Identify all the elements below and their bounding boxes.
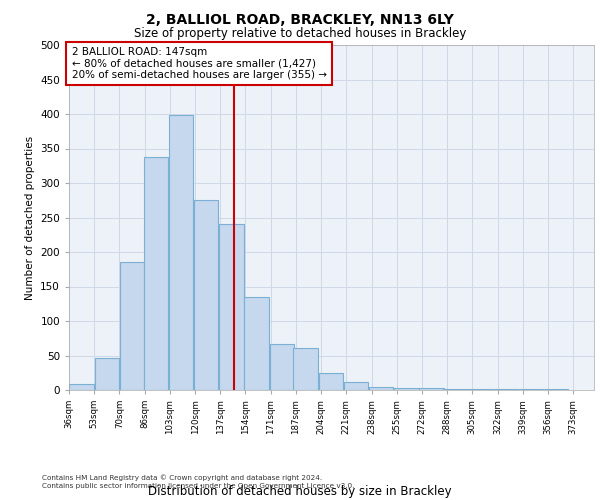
Bar	[394, 388, 419, 390]
Bar	[70, 384, 94, 390]
Text: Contains HM Land Registry data © Crown copyright and database right 2024.: Contains HM Land Registry data © Crown c…	[42, 474, 322, 481]
Text: 2 BALLIOL ROAD: 147sqm
← 80% of detached houses are smaller (1,427)
20% of semi-: 2 BALLIOL ROAD: 147sqm ← 80% of detached…	[71, 46, 326, 80]
Text: Distribution of detached houses by size in Brackley: Distribution of detached houses by size …	[148, 484, 452, 498]
Bar	[143, 158, 168, 390]
Bar	[95, 358, 119, 390]
Bar	[419, 388, 444, 390]
Bar	[169, 116, 193, 390]
Bar	[120, 262, 144, 390]
Bar	[293, 348, 318, 390]
Bar	[219, 224, 244, 390]
Bar	[544, 388, 568, 390]
Text: Size of property relative to detached houses in Brackley: Size of property relative to detached ho…	[134, 28, 466, 40]
Bar	[369, 386, 394, 390]
Bar	[269, 344, 294, 390]
Bar	[244, 297, 269, 390]
Y-axis label: Number of detached properties: Number of detached properties	[25, 136, 35, 300]
Bar	[344, 382, 368, 390]
Bar	[319, 373, 343, 390]
Text: 2, BALLIOL ROAD, BRACKLEY, NN13 6LY: 2, BALLIOL ROAD, BRACKLEY, NN13 6LY	[146, 12, 454, 26]
Bar	[194, 200, 218, 390]
Text: Contains public sector information licensed under the Open Government Licence v3: Contains public sector information licen…	[42, 483, 355, 489]
